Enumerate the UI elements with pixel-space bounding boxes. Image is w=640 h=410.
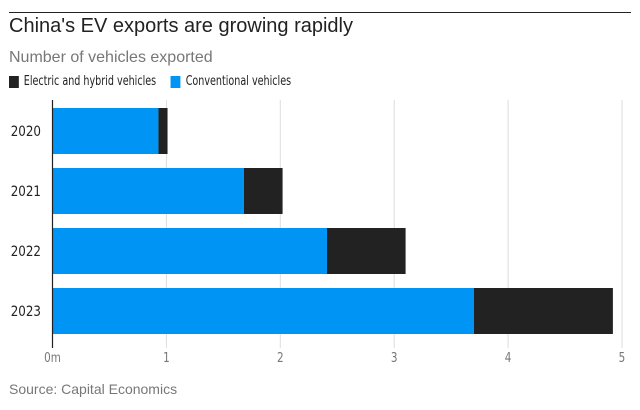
legend-item-ev: Electric and hybrid vehicles: [9, 74, 156, 89]
bar-electric-and-hybrid-vehicles: [243, 168, 283, 214]
x-tick-label: 0m: [44, 350, 61, 365]
legend-swatch-ev: [9, 75, 19, 88]
source-note: Source: Capital Economics: [9, 381, 178, 397]
x-tick-label: 1: [163, 350, 170, 365]
bar-conventional-vehicles: [52, 288, 474, 334]
bar-electric-and-hybrid-vehicles: [158, 108, 168, 154]
legend-label-ev: Electric and hybrid vehicles: [23, 74, 157, 89]
bar-conventional-vehicles: [52, 108, 159, 154]
legend-item-conventional: Conventional vehicles: [170, 74, 292, 89]
legend-label-conventional: Conventional vehicles: [185, 74, 292, 89]
bar-electric-and-hybrid-vehicles: [473, 288, 613, 334]
chart-title: China's EV exports are growing rapidly: [9, 15, 353, 37]
x-tick-label: 5: [619, 350, 626, 365]
bar-conventional-vehicles: [52, 168, 244, 214]
y-category-label: 2023: [11, 304, 41, 320]
x-tick-label: 2: [277, 350, 284, 365]
y-category-label: 2022: [11, 244, 41, 260]
bar-electric-and-hybrid-vehicles: [326, 228, 406, 274]
bar-conventional-vehicles: [52, 228, 327, 274]
y-category-label: 2020: [11, 124, 41, 140]
chart-subtitle: Number of vehicles exported: [9, 49, 213, 66]
legend-swatch-conventional: [170, 75, 181, 88]
top-rule: [9, 12, 631, 13]
x-tick-label: 4: [505, 350, 512, 365]
x-tick-label: 3: [391, 350, 398, 365]
y-category-label: 2021: [11, 184, 41, 200]
legend: Electric and hybrid vehicles Conventiona…: [9, 74, 291, 89]
